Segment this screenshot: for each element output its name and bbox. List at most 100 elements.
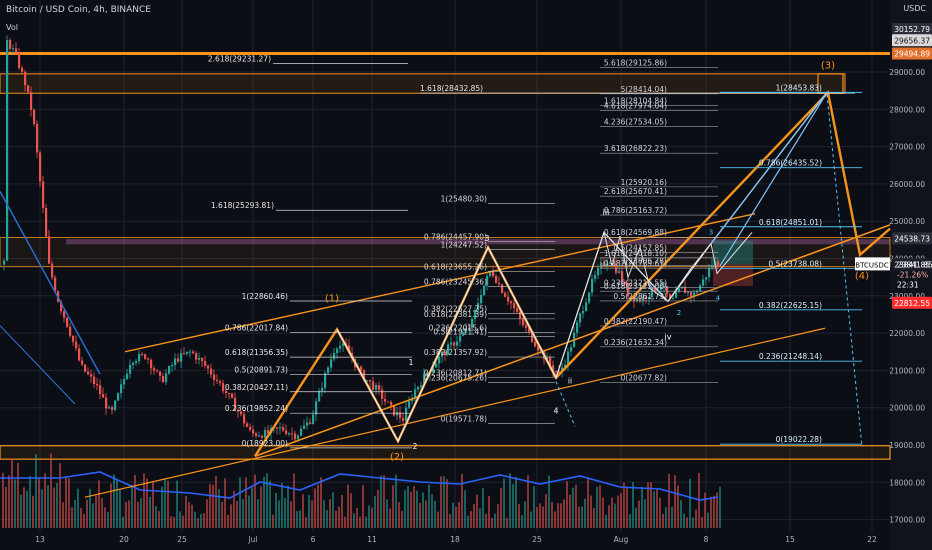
candle-body [690, 292, 693, 297]
volume-bar [446, 479, 448, 528]
candle-body [258, 435, 261, 437]
volume-bar [56, 483, 58, 528]
volume-bar [245, 477, 247, 528]
price-badge-label: 23841.85 [894, 260, 930, 269]
volume-bar [287, 485, 289, 528]
candle-body [390, 401, 393, 406]
candle-body [687, 292, 690, 294]
candle-body [60, 301, 63, 312]
candle-body [405, 407, 408, 421]
candle-body [495, 276, 498, 283]
candle-body [177, 358, 180, 362]
volume-bar [365, 516, 367, 528]
volume-bar [683, 513, 685, 528]
volume-bar [533, 486, 535, 528]
volume-bar [131, 484, 133, 528]
candle-body [648, 296, 651, 299]
fib-label-cyan: 0.786(26435.52) [759, 159, 822, 168]
candle-body [588, 292, 591, 303]
volume-bar [401, 510, 403, 528]
price-tick-label: 27000.00 [889, 143, 925, 152]
candle-body [423, 373, 426, 386]
candle-body [216, 379, 219, 382]
fib-label: 0.618(23655.26) [424, 262, 487, 271]
candle-body [9, 40, 12, 49]
candle-body [507, 296, 510, 302]
price-badge [892, 296, 932, 309]
fib-label-cyan: 1(28453.83) [776, 83, 822, 92]
countdown-label: 22:31 [897, 280, 919, 289]
volume-bar [32, 495, 34, 528]
volume-bar [614, 503, 616, 528]
volume-bar [35, 454, 37, 528]
candle-body [336, 348, 339, 353]
candle-body [564, 364, 567, 368]
projection-dashed [826, 94, 863, 447]
candle-body [624, 282, 627, 284]
candle-body [213, 374, 216, 380]
price-badge-label: 30152.79 [894, 25, 930, 34]
volume-bar [545, 494, 547, 528]
volume-bar [98, 480, 100, 528]
volume-bar [467, 515, 469, 528]
candle-body [249, 426, 252, 430]
candle-body [255, 433, 258, 436]
candle-body [702, 279, 705, 286]
candle-body [651, 287, 654, 297]
volume-bar [185, 496, 187, 528]
candle-body [111, 407, 114, 411]
volume-bar [689, 478, 691, 528]
price-badge [892, 34, 932, 47]
fib-label: 1.618(25293.81) [211, 201, 274, 210]
candle-body [234, 397, 237, 411]
candle-body [297, 435, 300, 440]
volume-bar [5, 487, 7, 528]
volume-bar [503, 478, 505, 528]
candle-body [480, 295, 483, 304]
candle-body [639, 298, 642, 302]
volume-bar [215, 476, 217, 528]
volume-bar [359, 516, 361, 528]
candle-body [414, 389, 417, 399]
volume-bar [623, 482, 625, 528]
candle-body [66, 317, 69, 327]
candle-body [312, 414, 315, 424]
time-tick-label: 6 [311, 535, 316, 544]
volume-bar [458, 502, 460, 528]
fib-label: 0.786(23245.36) [424, 278, 487, 287]
candle-body [360, 366, 363, 371]
candle-body [603, 262, 606, 266]
volume-bar [38, 478, 40, 528]
volume-bar [254, 474, 256, 528]
volume-bar [179, 511, 181, 528]
volume-bar [395, 474, 397, 528]
volume-bar [89, 488, 91, 528]
candle-body [30, 92, 33, 110]
volume-bar [71, 507, 73, 528]
candle-body [15, 48, 18, 53]
volume-bar [560, 503, 562, 528]
candle-body [375, 385, 378, 390]
fib-label: 1(24247.52) [441, 240, 487, 249]
candle-body [381, 389, 384, 399]
projection-dashed-2 [555, 381, 576, 427]
candle-body [396, 412, 399, 416]
candle-body [219, 381, 222, 384]
range-zone [0, 237, 891, 268]
fib-label: 1(25480.30) [441, 194, 487, 203]
volume-bar [356, 507, 358, 528]
candle-body [21, 67, 24, 72]
candle-body [513, 303, 516, 309]
candle-body [519, 311, 522, 319]
candle-body [711, 265, 714, 269]
candle-body [378, 385, 381, 390]
volume-bar [161, 486, 163, 528]
candle-body [306, 422, 309, 426]
volume-bar [2, 472, 4, 528]
price-tick-label: 20000.00 [889, 404, 925, 413]
candle-body [18, 52, 21, 68]
candle-body [447, 344, 450, 355]
candle-body [81, 360, 84, 365]
candle-body [87, 371, 90, 375]
